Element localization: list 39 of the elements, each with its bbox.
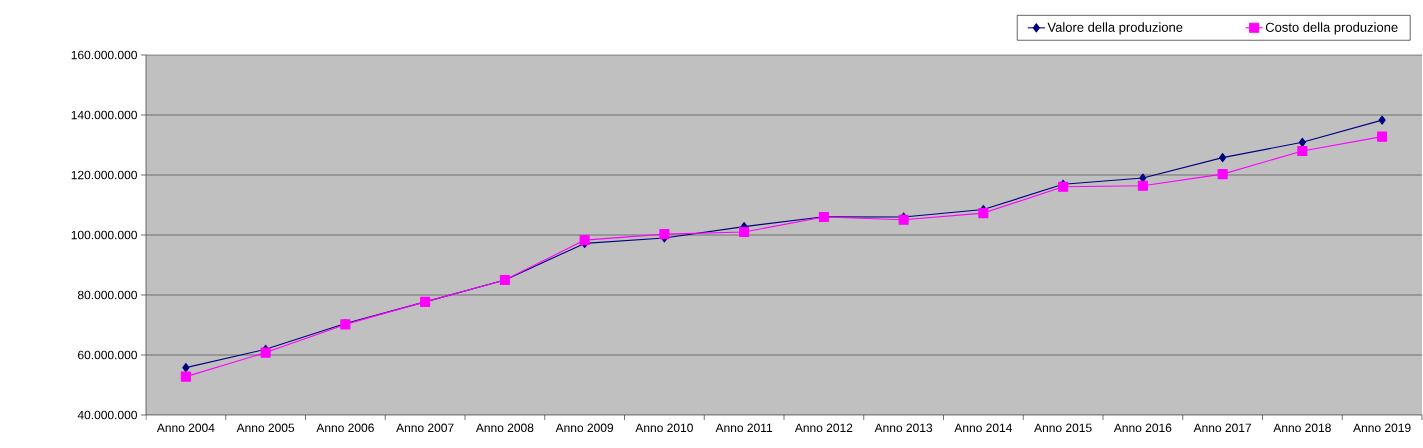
x-tick-label: Anno 2017 [1193, 423, 1252, 433]
point [739, 226, 750, 238]
y-tick-label: 160.000.000 [71, 50, 137, 60]
x-tick-label: Anno 2006 [316, 423, 374, 433]
point [180, 371, 191, 382]
point [1217, 169, 1228, 180]
x-tick-label: Anno 2019 [1353, 423, 1411, 433]
y-tick-label: 100.000.000 [71, 230, 137, 240]
x-tick-label: Anno 2014 [954, 423, 1013, 433]
point [1139, 173, 1147, 183]
legend-label: Costo della produzione [1265, 22, 1398, 35]
x-tick-label: Anno 2015 [1034, 423, 1092, 433]
point [659, 229, 670, 240]
legend-label: Valore della produzione [1047, 22, 1183, 35]
point [1137, 180, 1148, 191]
point [1377, 131, 1388, 142]
point [1378, 115, 1386, 125]
x-tick-label: Anno 2007 [396, 423, 454, 433]
y-tick-label: 120.000.000 [71, 170, 137, 180]
y-tick-label: 40.000.000 [77, 410, 137, 420]
x-tick-label: Anno 2004 [156, 423, 215, 433]
x-tick-label: Anno 2005 [236, 423, 295, 433]
x-tick-label: Anno 2016 [1113, 423, 1172, 433]
x-tick-label: Anno 2012 [794, 423, 853, 433]
point [182, 363, 190, 373]
point [1298, 137, 1306, 147]
y-tick-label: 60.000.000 [78, 350, 137, 360]
point [978, 208, 989, 219]
point [1297, 145, 1308, 157]
x-tick-label: Anno 2010 [635, 423, 693, 433]
x-tick-label: Anno 2009 [555, 423, 614, 433]
point [1219, 153, 1227, 163]
x-tick-label: Anno 2013 [874, 423, 933, 433]
x-tick-label: Anno 2011 [715, 423, 773, 433]
y-tick-label: 80.000.000 [77, 290, 137, 300]
y-tick-label: 140.000.000 [71, 110, 137, 120]
x-tick-label: Anno 2018 [1273, 423, 1331, 433]
point [260, 347, 271, 358]
x-tick-label: Anno 2008 [475, 423, 534, 433]
